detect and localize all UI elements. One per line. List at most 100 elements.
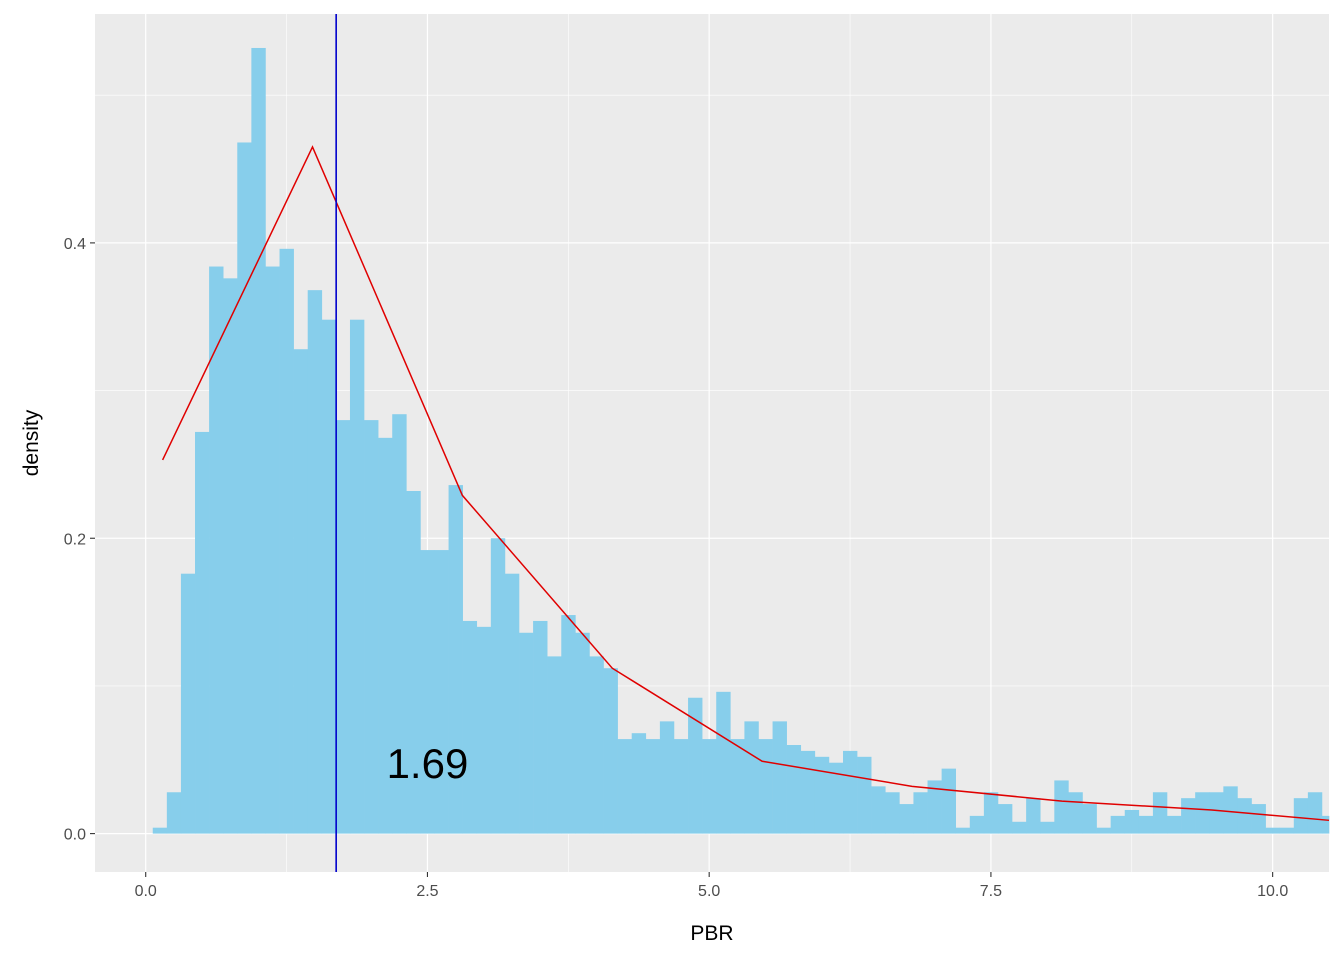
histogram-bar xyxy=(504,573,520,834)
histogram-bar xyxy=(857,756,872,834)
histogram-bar xyxy=(378,437,393,834)
histogram-bar xyxy=(195,431,210,834)
histogram-bar xyxy=(349,319,365,834)
histogram-bar xyxy=(927,780,942,834)
histogram-bar xyxy=(1068,792,1083,834)
histogram-bar xyxy=(969,815,985,834)
histogram-bar xyxy=(476,626,492,834)
histogram-bar xyxy=(645,739,661,834)
histogram-bar xyxy=(603,668,618,834)
histogram-bar xyxy=(631,733,647,834)
annotations: 1.69 xyxy=(387,740,469,787)
histogram-bar xyxy=(885,792,900,834)
histogram-bar xyxy=(800,750,816,834)
histogram-bar xyxy=(1152,792,1168,834)
histogram-bar xyxy=(702,739,717,834)
histogram-bar xyxy=(561,615,576,834)
histogram-bar xyxy=(1237,798,1252,834)
histogram-bar xyxy=(828,762,844,834)
histogram-bar xyxy=(519,632,534,834)
x-tick-label: 10.0 xyxy=(1257,883,1288,900)
histogram-bar xyxy=(941,768,957,834)
histogram-bar xyxy=(1167,815,1182,834)
histogram-bar xyxy=(617,739,633,834)
histogram-bar xyxy=(589,656,604,834)
histogram-bar xyxy=(237,142,252,834)
histogram-bar xyxy=(1265,827,1280,834)
histogram-bar xyxy=(1321,815,1330,834)
histogram-bar xyxy=(913,792,928,834)
histogram-bar xyxy=(448,485,463,834)
histogram-bar xyxy=(1223,786,1238,834)
histogram-bar xyxy=(1293,798,1309,834)
histogram-bar xyxy=(997,804,1013,834)
histogram-bar xyxy=(744,721,759,834)
x-tick-label: 0.0 xyxy=(135,883,157,900)
histogram-bars xyxy=(152,47,1330,834)
y-tick-label: 0.4 xyxy=(64,236,86,253)
x-axis-title: PBR xyxy=(690,922,733,945)
histogram-bar xyxy=(1209,792,1224,834)
x-tick-label: 2.5 xyxy=(416,883,438,900)
density-line xyxy=(161,145,1330,822)
x-tick-label: 7.5 xyxy=(980,883,1002,900)
histogram-bar xyxy=(364,420,379,834)
histogram-bar xyxy=(1012,821,1027,834)
histogram-bar xyxy=(335,420,351,834)
histogram-bar xyxy=(166,792,182,834)
y-axis-title: density xyxy=(20,409,43,476)
y-tick-label: 0.2 xyxy=(64,531,86,548)
histogram-bar xyxy=(420,550,435,834)
histogram-bar xyxy=(265,266,280,834)
density-lines xyxy=(161,145,1330,822)
value-annotation: 1.69 xyxy=(387,740,469,787)
histogram-bar xyxy=(406,490,421,834)
histogram-bar xyxy=(392,414,407,834)
histogram-bar xyxy=(279,248,294,834)
histogram-bar xyxy=(814,756,830,834)
axis-ticks: 0.0 2.5 5.0 7.5 10.0 0.0 0.2 0.4 xyxy=(64,236,1289,900)
histogram-bar xyxy=(152,827,168,834)
histogram-bar xyxy=(1279,827,1295,834)
histogram-bar xyxy=(716,691,731,834)
histogram-bar xyxy=(730,739,745,834)
histogram-bar xyxy=(1124,809,1140,834)
histogram-bar xyxy=(575,632,590,834)
histogram-bar xyxy=(434,550,449,834)
histogram-bar xyxy=(490,538,506,834)
histogram-bar xyxy=(321,319,337,834)
histogram-bar xyxy=(1054,780,1069,834)
histogram-bar xyxy=(673,739,689,834)
histogram-bar xyxy=(843,750,858,834)
histogram-bar xyxy=(180,573,196,834)
histogram-bar xyxy=(547,656,562,834)
histogram-bar xyxy=(1110,815,1126,834)
histogram-bar xyxy=(1181,798,1196,834)
histogram-bar xyxy=(871,786,886,834)
histogram-bar xyxy=(307,290,323,834)
histogram-bar xyxy=(1026,798,1041,834)
histogram-bar xyxy=(1195,792,1210,834)
histogram-bar xyxy=(983,792,999,834)
histogram-bar xyxy=(955,827,971,834)
histogram-bar xyxy=(1096,827,1111,834)
histogram-bar xyxy=(688,697,703,834)
histogram-bar xyxy=(209,266,224,834)
histogram-bar xyxy=(659,721,675,834)
histogram-bar xyxy=(462,620,478,834)
histogram-bar xyxy=(786,744,802,834)
histogram-bar xyxy=(899,804,914,834)
histogram-bar xyxy=(758,739,773,834)
histogram-bar xyxy=(1307,792,1323,834)
histogram-bar xyxy=(533,620,548,834)
histogram-bar xyxy=(1040,821,1055,834)
histogram-bar xyxy=(1251,804,1266,834)
histogram-bar xyxy=(1082,804,1097,834)
y-tick-label: 0.0 xyxy=(64,827,86,844)
histogram-bar xyxy=(1138,815,1154,834)
histogram-bar xyxy=(223,278,238,834)
x-tick-label: 5.0 xyxy=(698,883,720,900)
histogram-bar xyxy=(293,349,309,834)
histogram-bar xyxy=(251,47,266,834)
